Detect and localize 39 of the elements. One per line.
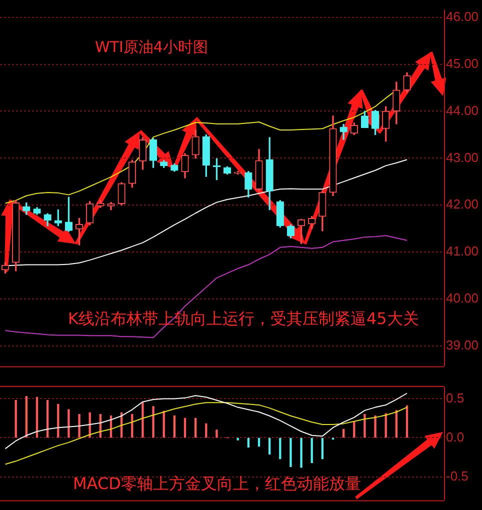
y-tick-label: 46.00 bbox=[446, 8, 479, 24]
y-tick-label: 43.00 bbox=[446, 150, 479, 165]
y-tick-label: 44.00 bbox=[446, 102, 479, 118]
bar bbox=[205, 423, 208, 438]
y-tick-label: 0.5 bbox=[446, 390, 464, 406]
annotation: MACD零轴上方金叉向上，红色动能放量 bbox=[73, 474, 361, 494]
y-tick-label: 42.00 bbox=[446, 196, 479, 212]
bar bbox=[14, 400, 17, 438]
bar bbox=[194, 418, 197, 438]
bar bbox=[364, 414, 366, 438]
annotation: K线沿布林带上轨向上运行，受其压制紧逼45大关 bbox=[68, 309, 419, 328]
bar bbox=[406, 405, 408, 438]
bar bbox=[268, 438, 271, 454]
bar bbox=[46, 400, 49, 438]
bar bbox=[142, 402, 144, 438]
bar bbox=[25, 396, 28, 438]
bar bbox=[184, 418, 186, 438]
bar bbox=[78, 414, 80, 438]
bar bbox=[173, 416, 176, 438]
bar bbox=[310, 438, 313, 464]
bar bbox=[236, 438, 239, 440]
bar bbox=[290, 438, 292, 467]
y-tick-label: 40.00 bbox=[446, 290, 479, 306]
bar bbox=[152, 406, 154, 438]
bar bbox=[300, 438, 302, 468]
bar bbox=[353, 422, 356, 438]
bar bbox=[384, 413, 387, 438]
y-tick-label: 41.00 bbox=[446, 244, 479, 259]
y-tick-label: 45.00 bbox=[446, 56, 479, 71]
y-tick-label: 0.0 bbox=[446, 429, 464, 444]
bar bbox=[216, 430, 218, 438]
y-tick-label: 39.00 bbox=[446, 338, 479, 353]
text: WTI原油4小时图 bbox=[95, 38, 208, 56]
bar bbox=[279, 438, 282, 460]
y-tick-label: -0.5 bbox=[446, 468, 468, 484]
bar bbox=[247, 438, 250, 448]
bar bbox=[374, 416, 376, 438]
bar bbox=[321, 438, 324, 460]
bar bbox=[68, 409, 70, 438]
